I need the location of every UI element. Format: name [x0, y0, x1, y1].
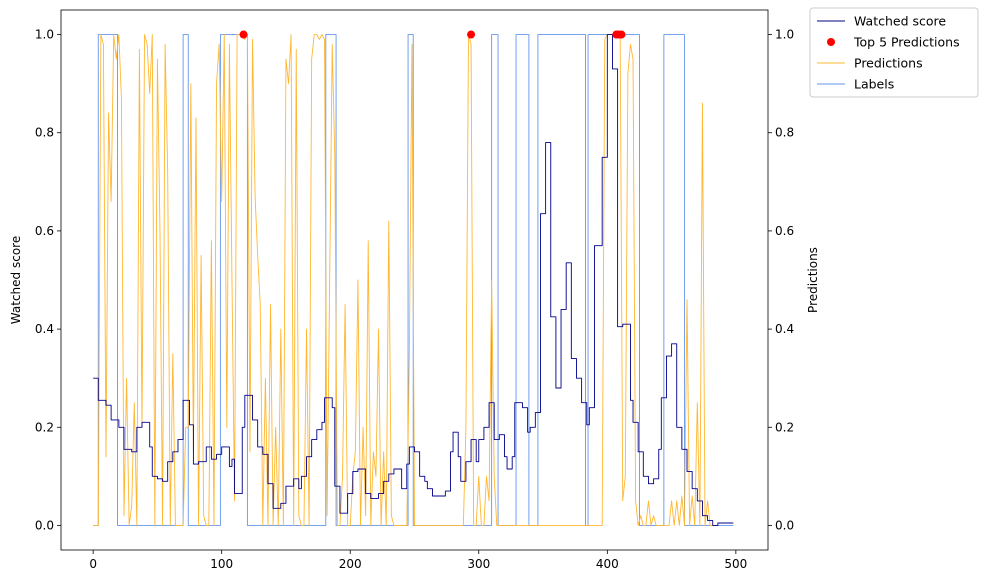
x-tick-label: 300 — [467, 557, 490, 571]
x-axis: 0 100 200 300 400 500 — [89, 550, 747, 571]
y-right-tick-label: 0.2 — [775, 420, 794, 434]
plot-area — [60, 9, 769, 551]
legend: Watched score Top 5 Predictions Predicti… — [809, 7, 979, 98]
y-right-tick-label: 1.0 — [775, 28, 794, 42]
series-watched-score-line — [93, 34, 734, 526]
y-left-tick-label: 0.4 — [35, 322, 54, 336]
y-right-tick-label: 0.4 — [775, 322, 794, 336]
series-layer — [93, 30, 734, 526]
plot-frame — [60, 9, 769, 551]
legend-swatch-top5-predictions — [827, 38, 835, 46]
series-top-5-predictions-point — [467, 30, 476, 39]
y-right-tick-label: 0.0 — [775, 518, 794, 532]
y-axis-right-title: Predictions — [806, 247, 820, 313]
x-tick-label: 0 — [89, 557, 97, 571]
x-tick-label: 500 — [724, 557, 747, 571]
legend-label-labels: Labels — [854, 77, 894, 92]
series-top-5-predictions-point — [239, 30, 248, 39]
legend-frame — [809, 7, 979, 98]
y-right-tick-label: 0.8 — [775, 126, 794, 140]
y-left-tick-label: 1.0 — [35, 28, 54, 42]
y-axis-left-title: Watched score — [9, 236, 23, 324]
y-axis-right: 0.0 0.2 0.4 0.6 0.8 1.0 — [768, 28, 794, 532]
x-tick-label: 200 — [339, 557, 362, 571]
series-top-5-predictions-point — [617, 30, 626, 39]
y-left-tick-label: 0.8 — [35, 126, 54, 140]
y-right-tick-label: 0.6 — [775, 224, 794, 238]
x-tick-label: 400 — [596, 557, 619, 571]
legend-label-top5-predictions: Top 5 Predictions — [853, 35, 960, 50]
x-tick-label: 100 — [210, 557, 233, 571]
legend-label-predictions: Predictions — [854, 56, 923, 71]
y-left-tick-label: 0.2 — [35, 420, 54, 434]
y-axis-left: 0.0 0.2 0.4 0.6 0.8 1.0 — [35, 28, 61, 532]
legend-label-watched-score: Watched score — [854, 14, 946, 29]
y-left-tick-label: 0.6 — [35, 224, 54, 238]
y-left-tick-label: 0.0 — [35, 518, 54, 532]
